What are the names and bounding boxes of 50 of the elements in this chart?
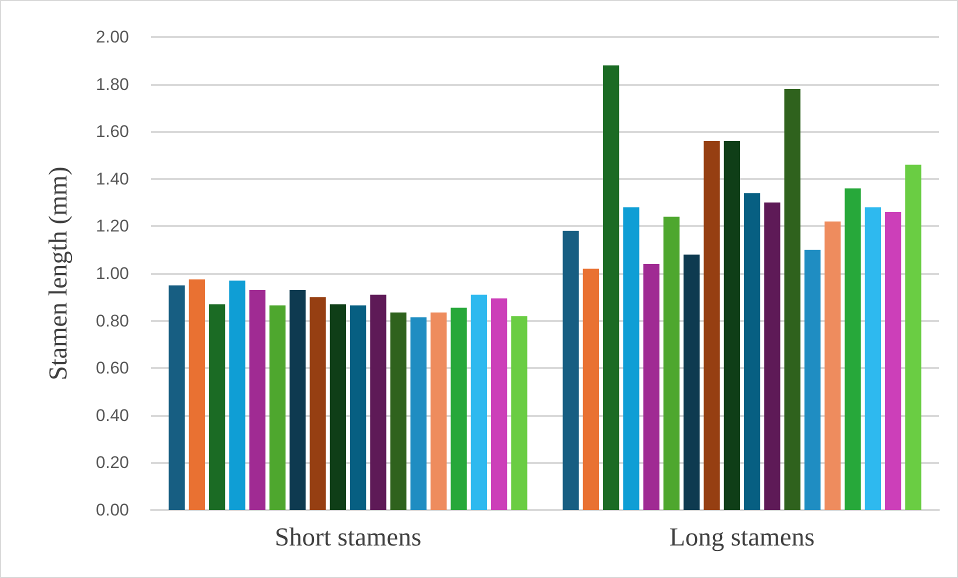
bar <box>290 290 306 510</box>
bar <box>310 297 326 510</box>
bar <box>410 317 427 510</box>
y-tick-label: 0.80 <box>96 311 129 330</box>
bar <box>684 254 700 510</box>
y-tick-label: 2.00 <box>96 28 129 46</box>
x-tick-label: Short stamens <box>274 522 422 552</box>
y-axis-title: Stamen length (mm) <box>44 166 72 380</box>
bar <box>824 221 841 510</box>
bar <box>430 312 447 510</box>
bar <box>188 279 205 510</box>
y-tick-label: 0.20 <box>96 453 129 472</box>
bar <box>511 316 528 510</box>
bar <box>804 250 821 510</box>
bar <box>209 304 226 510</box>
bar <box>724 141 740 510</box>
bar <box>269 305 286 510</box>
bar <box>844 188 861 510</box>
bar <box>370 294 386 510</box>
bar <box>663 216 680 510</box>
y-tick-label: 1.20 <box>96 216 129 236</box>
y-tick-label: 1.40 <box>96 169 129 188</box>
bar <box>249 290 266 510</box>
bar <box>491 298 508 510</box>
bar <box>450 308 467 510</box>
bar <box>623 207 640 510</box>
y-tick-label: 0.60 <box>96 358 129 378</box>
bar <box>582 268 599 510</box>
x-tick-label: Long stamens <box>669 522 815 552</box>
bar <box>350 305 366 510</box>
bar <box>390 312 406 510</box>
bar <box>784 89 800 510</box>
y-tick-label: 0.00 <box>96 500 129 520</box>
bar <box>229 280 246 510</box>
bar <box>744 193 760 510</box>
bar <box>704 141 720 510</box>
bar <box>562 230 579 510</box>
bar <box>885 212 902 510</box>
bar <box>905 164 922 510</box>
bar <box>864 207 881 510</box>
bar <box>168 285 185 510</box>
y-tick-label: 1.60 <box>96 122 129 142</box>
bar <box>764 202 780 510</box>
bar <box>643 264 660 510</box>
y-tick-label: 1.80 <box>96 74 129 94</box>
bar <box>470 294 487 510</box>
bar <box>603 65 620 510</box>
y-tick-label: 0.40 <box>96 406 129 425</box>
y-tick-label: 1.00 <box>96 264 129 283</box>
bar <box>330 304 346 510</box>
